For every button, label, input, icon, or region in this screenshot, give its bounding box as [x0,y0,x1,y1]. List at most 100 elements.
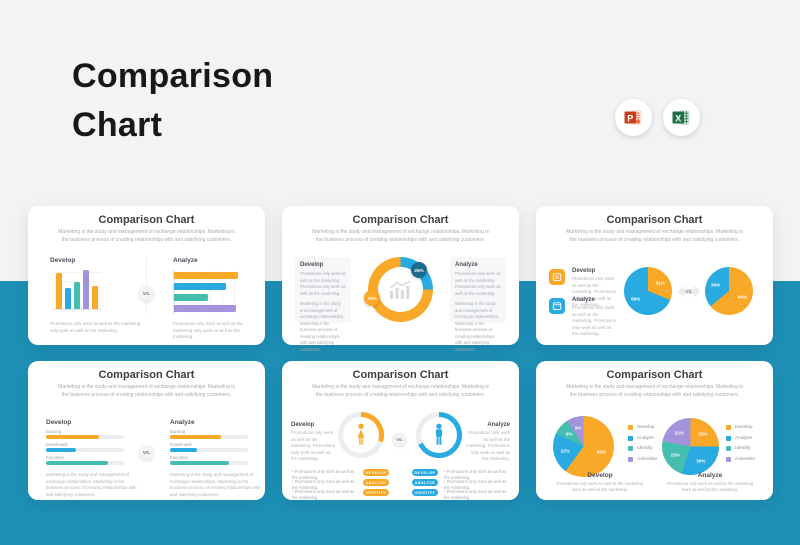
pie-label: 60% [596,449,607,455]
legend-item: Advertise [628,456,657,462]
develop-pill[interactable]: DEVELOP [412,469,438,476]
develop-text-2: Marketing is the study and management of… [300,301,344,352]
bar-segment [174,272,238,279]
legend-label: Analyze [735,435,753,441]
analyze-caption: Promotions only work as well as the mark… [173,321,243,340]
pie-label: 69% [631,296,641,302]
pie-label: 23% [670,452,680,458]
slide-title: Comparison Chart [606,369,703,381]
pie-label: 31% [655,280,665,286]
analyze-caption: Promotions only work as well as the mark… [466,430,510,462]
legend-item: Analyze [628,435,657,441]
develop-label: Develop [291,422,315,428]
progress-fill [46,448,76,452]
legend-item: Analyze [726,435,755,441]
donut-badge-blue: 25% [411,262,427,278]
develop-panel: Develop Promotions only work as well as … [295,257,351,352]
slide-subtitle: Marketing is the study and management of… [312,384,489,398]
slide-title: Comparison Chart [606,214,703,226]
analyze-label: Analyze [487,422,510,428]
develop-legend: Develop Analyze Identify Advertise [628,425,657,467]
slide-title: Comparison Chart [98,369,195,381]
legend-swatch [628,456,633,462]
slide-1-bar-comparison[interactable]: Comparison Chart Marketing is the study … [28,206,265,345]
develop-bar-chart [53,268,101,310]
bar-name: Earning [170,429,186,434]
legend-label: Identify [637,446,653,451]
powerpoint-letter: P [627,113,633,123]
legend-swatch [628,425,633,430]
legend-item: Advertise [726,456,755,462]
legend-item: Identify [628,446,657,451]
slide-2-donut-comparison[interactable]: Comparison Chart Marketing is the study … [282,206,519,352]
bar-name: Favorites [46,455,65,460]
legend-swatch [726,446,731,451]
develop-caption: Promotions only work as well as the mark… [556,481,644,493]
identify-pill[interactable]: IDENTIFY [412,489,438,496]
slide-4-progress-comparison[interactable]: Comparison Chart Marketing is the study … [28,361,265,500]
legend-label: Develop [637,425,655,430]
analyze-pill[interactable]: ANALYZE [363,479,389,486]
develop-icon [549,269,565,285]
analyze-legend: Develop Analyze Identify Advertise [726,425,755,467]
analyze-icon [549,298,565,314]
develop-pie-chart: 60% 22% 9% 9% [553,416,614,477]
develop-text-1: Promotions only work as well as the mark… [300,271,346,296]
excel-letter: X [675,113,681,123]
analyze-ring-chart [416,412,462,458]
analyze-text-1: Promotions only work as well as the mark… [455,271,501,296]
legend-item: Develop [726,425,755,430]
analyze-label: Analyze [572,297,595,303]
bar-segment [174,305,236,312]
pie-label: 36% [710,282,721,288]
bar-segment [174,283,227,290]
develop-caption: Marketing is the study and management of… [46,472,137,497]
bullet-item: Promotions only work as well as the mark… [444,479,510,491]
develop-pill[interactable]: DEVELOP [363,469,389,476]
slide-3-pie-comparison[interactable]: Comparison Chart Marketing is the study … [536,206,773,345]
bar-segment [74,281,80,309]
identify-pill[interactable]: IDENTIFY [363,489,389,496]
analyze-label: Analyze [170,419,195,426]
legend-swatch [726,425,731,430]
analyze-pie-chart: 25% 30% 23% 22% [662,418,719,475]
develop-downloads-bar [46,448,124,452]
develop-caption: Promotions only work as well as the mark… [291,430,335,462]
legend-label: Advertise [735,456,755,462]
page-title-line1: Comparison [72,57,274,95]
page-title-line2: Chart [72,106,163,144]
slide-5-ring-comparison[interactable]: Comparison Chart Marketing is the study … [282,361,519,500]
develop-label: Develop [572,268,596,274]
pie-label: 9% [574,425,582,431]
develop-label: Develop [46,419,72,426]
develop-earning-bar [46,435,124,439]
slide-title: Comparison Chart [98,214,195,226]
female-icon [357,423,365,445]
excel-icon[interactable]: X [663,99,700,136]
legend-item: Identify [726,446,755,451]
develop-label: Develop [50,257,76,264]
vs-badge: VS. [393,433,406,446]
legend-swatch [628,446,633,451]
vs-badge: VS. [139,445,154,460]
analyze-caption: Promotions only work as well as the mark… [572,305,616,337]
develop-label: Develop [587,472,613,479]
chart-glyph-icon [389,279,410,299]
slide-title: Comparison Chart [352,369,449,381]
analyze-pill[interactable]: ANALYZE [412,479,438,486]
app-format-badges: P X [615,99,700,136]
legend-swatch [628,435,633,441]
analyze-pie-chart: 64% 36% [705,267,753,315]
male-icon [435,423,443,445]
analyze-caption: Marketing is the study and management of… [170,472,261,497]
bar-name: Downloads [46,442,68,447]
donut-badge-orange: 75% [364,290,380,306]
slide-6-pie-legend-comparison[interactable]: Comparison Chart Marketing is the study … [536,361,773,500]
pie-label: 25% [698,431,708,437]
powerpoint-icon[interactable]: P [615,99,652,136]
analyze-panel: Analyze Promotions only work as well as … [450,257,506,352]
analyze-caption: Promotions only work as well as the mark… [666,481,754,493]
slide-subtitle: Marketing is the study and management of… [58,384,235,398]
develop-favorites-bar [46,461,124,465]
